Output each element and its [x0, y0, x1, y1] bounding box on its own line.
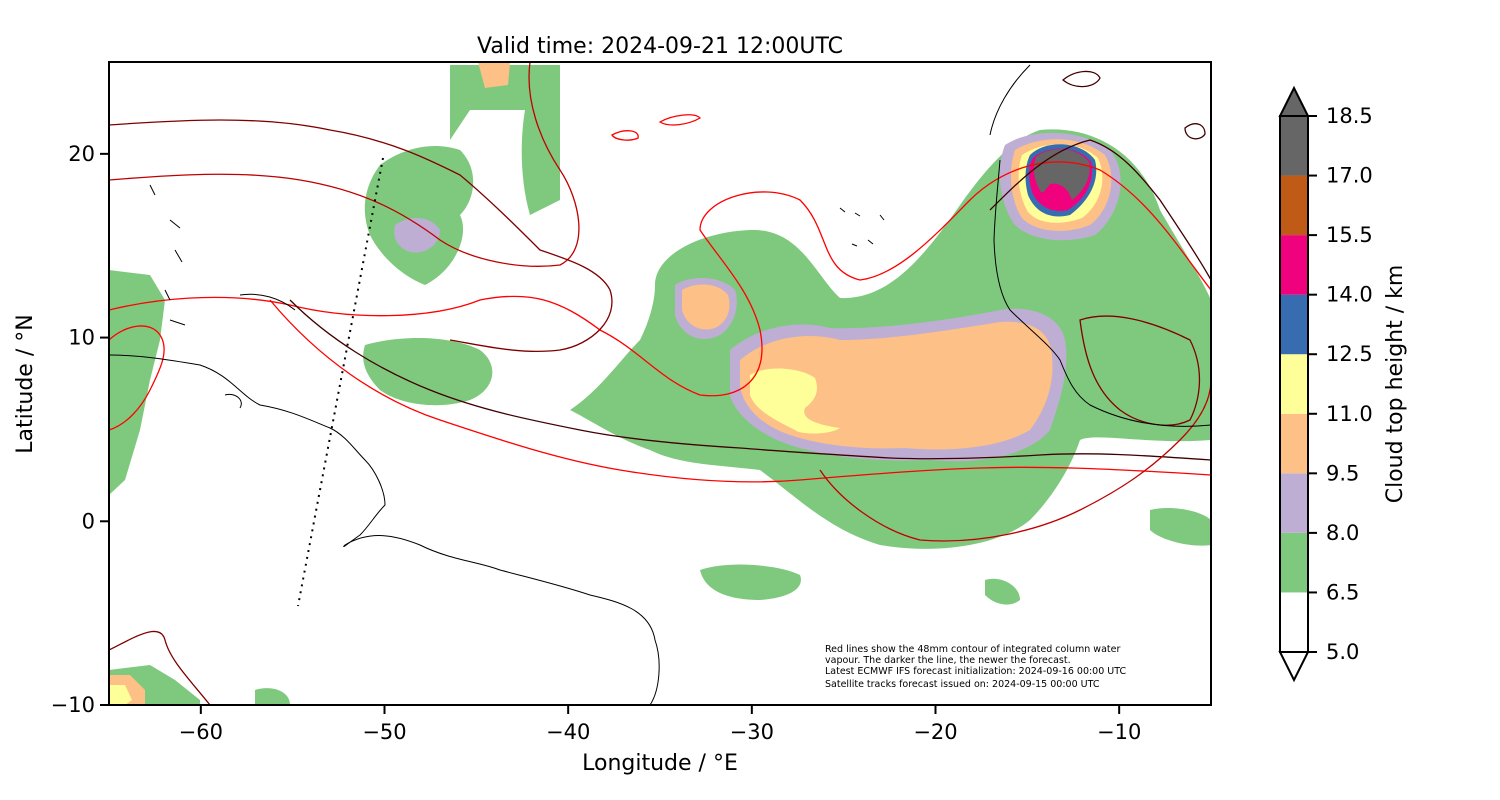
- coastlines: [109, 64, 1211, 705]
- colorbar-tick-label: 14.0: [1326, 283, 1373, 307]
- cloud-region-green-small: [255, 688, 290, 705]
- x-tick-label: −20: [913, 720, 957, 744]
- wv-contour-6: [819, 379, 1211, 542]
- x-axis: −60 −50 −40 −30 −20 −10: [179, 705, 1141, 744]
- colorbar-segment: [1280, 116, 1308, 176]
- colorbar-tick-label: 17.0: [1326, 164, 1373, 188]
- colorbar-tick-label: 5.0: [1326, 640, 1359, 664]
- water-vapour-contours: [109, 62, 1211, 705]
- wv-contour-12: [1184, 123, 1206, 140]
- x-tick-label: −30: [730, 720, 774, 744]
- colorbar-segment: [1280, 413, 1308, 474]
- annotation-line-3: Latest ECMWF IFS forecast initialization…: [825, 666, 1126, 677]
- africa-coast: [989, 64, 1211, 427]
- colorbar-frame: [1279, 115, 1309, 653]
- wv-contour-8: [989, 139, 1211, 281]
- y-axis: −10 0 10 20: [51, 142, 109, 717]
- colorbar-segment: [1280, 592, 1308, 652]
- x-tick-label: −10: [1097, 720, 1141, 744]
- south-america-coast: [109, 354, 660, 705]
- wv-contour-13: [611, 130, 639, 141]
- cloud-region-lilac-band: [394, 218, 440, 253]
- colorbar-label: Cloud top height / km: [1383, 265, 1408, 504]
- cloud-region-green-north: [450, 65, 560, 215]
- y-axis-label: Latitude / °N: [13, 314, 38, 453]
- cloud-region-green-west1: [109, 270, 165, 495]
- annotation-block: Red lines show the 48mm contour of integ…: [825, 644, 1126, 690]
- cloud-region-orange: [740, 321, 1053, 450]
- wv-contour-5: [269, 299, 1211, 483]
- colorbar-segment: [1280, 473, 1308, 533]
- colorbar: 5.0 6.5 8.0 9.5 11.0 12.5 14.0 15.5 17.0 18.5: [1278, 85, 1373, 683]
- colorbar-segment: [1280, 235, 1308, 295]
- cloud-region-yellow: [750, 368, 840, 434]
- cloud-region-orange-n: [478, 62, 510, 88]
- cloud-region-green-south3: [1150, 508, 1211, 546]
- wv-contour-3: [109, 119, 613, 353]
- x-tick-label: −50: [362, 720, 406, 744]
- wv-contour-14: [658, 114, 701, 126]
- wv-contour-11: [1061, 70, 1101, 88]
- wv-contour-7: [1079, 315, 1201, 426]
- map-frame: [108, 61, 1212, 706]
- colorbar-tick-label: 11.0: [1326, 402, 1373, 426]
- cloud-region-green-band: [364, 145, 474, 285]
- map-title: Valid time: 2024-09-21 12:00UTC: [477, 34, 843, 59]
- wv-contour-10: [109, 630, 211, 705]
- wv-contour-9: [109, 325, 165, 431]
- satellite-track: [297, 157, 384, 607]
- x-tick-label: −60: [179, 720, 223, 744]
- x-axis-label: Longitude / °E: [582, 751, 738, 776]
- colorbar-tick-label: 6.5: [1326, 580, 1359, 604]
- annotation-line-4: Satellite tracks forecast issued on: 202…: [825, 679, 1100, 690]
- colorbar-tick-label: 12.5: [1326, 342, 1373, 366]
- colorbar-segment: [1280, 532, 1308, 593]
- wv-contour-2: [109, 62, 580, 267]
- y-tick-label: 10: [68, 326, 95, 350]
- colorbar-segment: [1280, 354, 1308, 414]
- map-panel: Red lines show the 48mm contour of integ…: [109, 62, 1211, 705]
- cloud-region-orange-w: [682, 284, 730, 330]
- colorbar-segment: [1280, 294, 1308, 355]
- y-tick-label: 20: [68, 142, 95, 166]
- cape-verde-islands: [839, 207, 885, 247]
- cloud-top-height-field: [109, 62, 1211, 705]
- colorbar-extend-min: [1278, 651, 1310, 683]
- y-tick-label: 0: [82, 509, 95, 533]
- colorbar-tick-label: 15.5: [1326, 223, 1373, 247]
- cloud-region-green-south2: [985, 578, 1020, 605]
- colorbar-segment: [1280, 175, 1308, 236]
- wv-contour-4: [289, 299, 1211, 461]
- caribbean-islands: [149, 184, 296, 409]
- colorbar-tick-label: 18.5: [1326, 104, 1373, 128]
- colorbar-tick-label: 9.5: [1326, 461, 1359, 485]
- annotation-line-2: vapour. The darker the line, the newer t…: [825, 655, 1071, 666]
- colorbar-tick-label: 8.0: [1326, 521, 1359, 545]
- cloud-region-green-south1: [700, 564, 801, 600]
- y-tick-label: −10: [51, 693, 95, 717]
- x-tick-label: −40: [546, 720, 590, 744]
- cloud-region-green-mid: [363, 338, 493, 406]
- colorbar-extend-max: [1278, 85, 1310, 117]
- annotation-line-1: Red lines show the 48mm contour of integ…: [825, 644, 1120, 655]
- cloud-region-yellow-sw: [109, 685, 132, 705]
- wv-contour-1: [109, 161, 1211, 397]
